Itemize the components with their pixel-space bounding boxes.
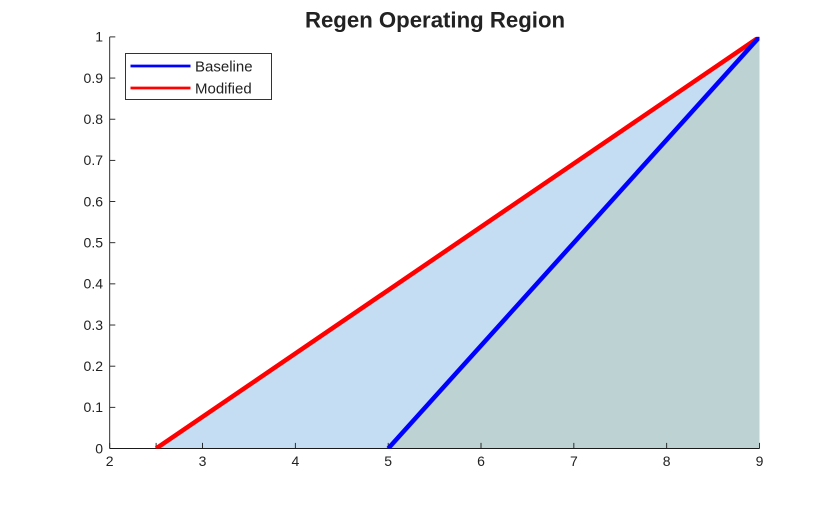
svg-text:9: 9: [756, 453, 764, 469]
svg-text:Regen Operating Region: Regen Operating Region: [305, 8, 565, 33]
svg-text:0.7: 0.7: [84, 152, 104, 168]
svg-text:4: 4: [291, 453, 299, 469]
svg-text:0.6: 0.6: [84, 193, 104, 209]
svg-text:3: 3: [199, 453, 207, 469]
svg-text:0: 0: [95, 440, 103, 456]
svg-text:6: 6: [477, 453, 485, 469]
svg-text:0.1: 0.1: [84, 399, 104, 415]
svg-text:1: 1: [95, 29, 103, 45]
svg-text:0.3: 0.3: [84, 317, 104, 333]
svg-text:Baseline: Baseline: [195, 59, 253, 76]
svg-text:0.8: 0.8: [84, 111, 104, 127]
svg-text:0.2: 0.2: [84, 358, 104, 374]
svg-text:0.9: 0.9: [84, 70, 104, 86]
svg-text:8: 8: [663, 453, 671, 469]
svg-text:0.5: 0.5: [84, 234, 104, 250]
svg-text:5: 5: [384, 453, 392, 469]
svg-text:Modified: Modified: [195, 81, 252, 98]
svg-text:7: 7: [570, 453, 578, 469]
svg-text:2: 2: [106, 453, 114, 469]
svg-text:0.4: 0.4: [84, 276, 104, 292]
